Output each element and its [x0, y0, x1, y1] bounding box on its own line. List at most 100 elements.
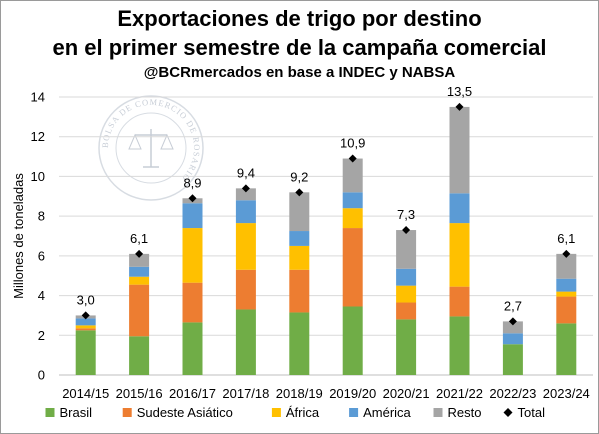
bar-segment: [75, 328, 96, 331]
bar-segment: [182, 282, 203, 323]
total-marker: [241, 184, 250, 193]
total-marker: [188, 194, 197, 203]
x-tick-label: 2017/18: [222, 386, 269, 401]
total-data-label: 10,9: [340, 136, 365, 151]
bar-segment: [396, 268, 417, 286]
bar-segment: [289, 312, 310, 375]
bar-segment: [556, 253, 577, 279]
bar-segment: [235, 223, 256, 270]
x-tick-label: 2021/22: [436, 386, 483, 401]
total-marker: [295, 188, 304, 197]
y-axis-label: Millones de toneladas: [11, 173, 26, 299]
seal-inner-ring: [115, 112, 187, 184]
bars: [75, 106, 577, 375]
legend-item: Brasil: [45, 405, 93, 420]
legend-label: Brasil: [60, 405, 93, 420]
legend-item: Total: [503, 405, 545, 420]
bar-segment: [235, 309, 256, 375]
bar-segment: [182, 203, 203, 229]
total-data-label: 2,7: [504, 298, 522, 313]
bar-segment: [75, 325, 96, 329]
x-tick-label: 2020/21: [383, 386, 430, 401]
bar-segment: [129, 284, 150, 337]
bar-segment: [502, 321, 523, 334]
gridlines: [59, 96, 593, 336]
x-axis: 2014/15 2015/16 2016/17 2017/18 2018/19 2019/…: [62, 386, 590, 401]
bar-segment: [342, 158, 363, 193]
total-marker: [402, 226, 411, 235]
bar-segment: [129, 336, 150, 375]
bar-segment: [556, 323, 577, 375]
bar-segment: [449, 316, 470, 375]
bar-segment: [342, 306, 363, 375]
bar-segment: [449, 286, 470, 317]
total-data-label: 7,3: [397, 207, 415, 222]
bar-segment: [449, 193, 470, 224]
x-tick-label: 2016/17: [169, 386, 216, 401]
bar-segment: [129, 276, 150, 285]
total-data-label: 9,4: [237, 165, 255, 180]
total-marker: [81, 311, 90, 320]
total-markers: 3,0 6,1 8,9 9,4 9,2 10,9 7,3 13,5 2,7 6,1: [77, 84, 575, 326]
bar-segment: [75, 330, 96, 375]
y-tick-label: 6: [38, 248, 45, 263]
legend-label: África: [286, 405, 320, 420]
bar-segment: [556, 291, 577, 297]
bar-segment: [342, 228, 363, 307]
x-tick-label: 2014/15: [62, 386, 109, 401]
y-tick-label: 2: [38, 328, 45, 343]
total-data-label: 8,9: [183, 175, 201, 190]
seal-outer-ring: [98, 95, 204, 201]
y-tick-label: 12: [31, 129, 45, 144]
bar-segment: [235, 269, 256, 310]
legend-item: Resto: [433, 405, 482, 420]
total-data-label: 13,5: [447, 84, 472, 99]
total-marker: [455, 102, 464, 111]
chart-subtitle: @BCRmercados en base a INDEC y NABSA: [143, 64, 456, 81]
legend-swatch: [271, 408, 281, 417]
bar-segment: [556, 278, 577, 292]
bar-segment: [449, 223, 470, 287]
total-marker: [562, 249, 571, 258]
y-tick-label: 4: [38, 288, 45, 303]
bar-segment: [289, 245, 310, 270]
y-tick-label: 14: [31, 90, 45, 105]
bar-segment: [289, 231, 310, 246]
legend-label: América: [363, 405, 411, 420]
y-tick-label: 8: [38, 209, 45, 224]
chart-title-line1: Exportaciones de trigo por destino: [117, 6, 482, 31]
legend-label: Resto: [448, 405, 482, 420]
chart-title-line2: en el primer semestre de la campaña come…: [52, 35, 547, 60]
bar-segment: [289, 192, 310, 232]
legend-swatch: [503, 408, 513, 417]
y-tick-label: 10: [31, 169, 45, 184]
bar-segment: [502, 344, 523, 375]
x-tick-label: 2015/16: [116, 386, 163, 401]
x-tick-label: 2022/23: [489, 386, 536, 401]
bar-segment: [556, 296, 577, 324]
legend-label: Sudeste Asiático: [137, 405, 233, 420]
legend-swatch: [122, 408, 132, 417]
bar-segment: [75, 318, 96, 326]
bar-segment: [182, 322, 203, 375]
total-data-label: 6,1: [557, 231, 575, 246]
bar-segment: [396, 302, 417, 320]
total-marker: [508, 317, 517, 326]
legend-swatch: [349, 408, 359, 417]
bar-segment: [396, 285, 417, 303]
bar-segment: [235, 200, 256, 224]
x-tick-label: 2023/24: [543, 386, 590, 401]
x-tick-label: 2018/19: [276, 386, 323, 401]
x-tick-label: 2019/20: [329, 386, 376, 401]
bar-segment: [235, 188, 256, 201]
legend: Brasil Sudeste Asiático África América Resto…: [45, 405, 545, 420]
legend-swatch: [45, 408, 55, 417]
bar-segment: [502, 333, 523, 345]
legend-swatch: [433, 408, 443, 417]
total-marker: [348, 154, 357, 163]
bar-segment: [396, 230, 417, 269]
bar-segment: [129, 253, 150, 267]
bar-segment: [342, 208, 363, 229]
